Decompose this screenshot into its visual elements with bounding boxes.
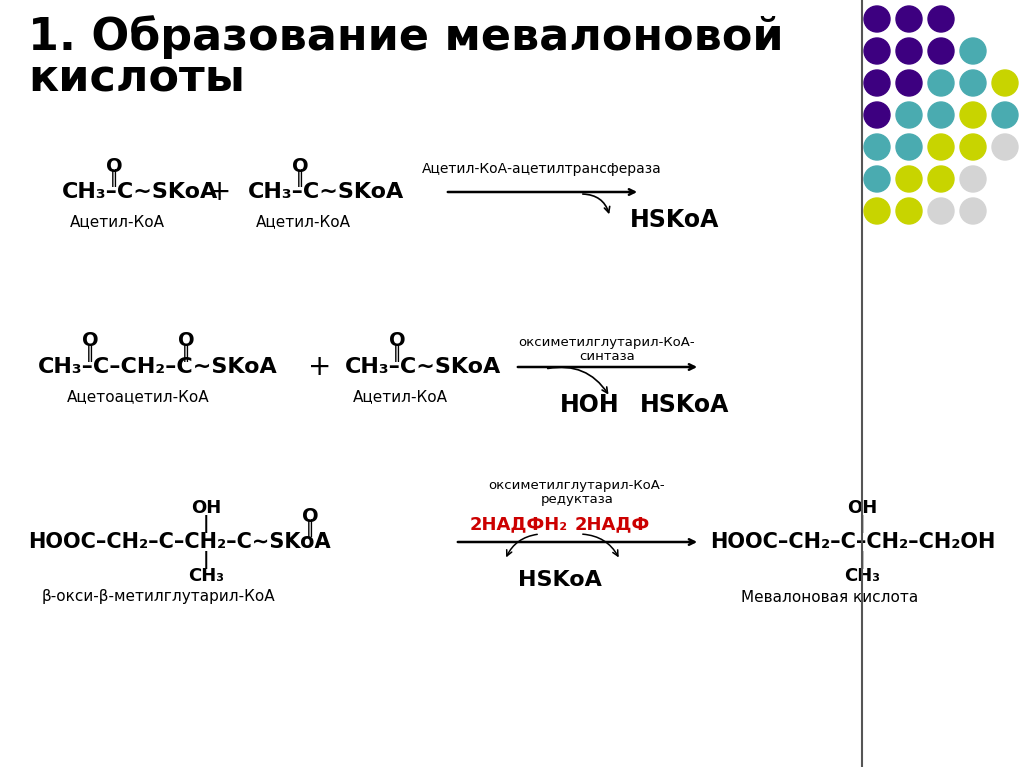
Text: Ацетил-КоА: Ацетил-КоА bbox=[70, 215, 165, 229]
Text: ‖: ‖ bbox=[296, 169, 304, 187]
Circle shape bbox=[864, 166, 890, 192]
Text: Ацетил-КоА: Ацетил-КоА bbox=[352, 390, 447, 404]
Text: HOH: HOH bbox=[560, 393, 620, 417]
Text: O: O bbox=[178, 331, 195, 351]
Text: 2НАДФН₂: 2НАДФН₂ bbox=[470, 515, 568, 533]
Text: Ацетил-КоА: Ацетил-КоА bbox=[256, 215, 350, 229]
Circle shape bbox=[992, 134, 1018, 160]
Text: β-окси-β-метилглутарил-КоА: β-окси-β-метилглутарил-КоА bbox=[41, 590, 274, 604]
Text: HSKoA: HSKoA bbox=[640, 393, 729, 417]
Circle shape bbox=[896, 6, 922, 32]
Text: Мевалоновая кислота: Мевалоновая кислота bbox=[741, 590, 919, 604]
Circle shape bbox=[928, 134, 954, 160]
Circle shape bbox=[992, 102, 1018, 128]
Text: ‖: ‖ bbox=[86, 344, 94, 362]
Text: ‖: ‖ bbox=[393, 344, 401, 362]
Text: |: | bbox=[203, 551, 209, 569]
Text: O: O bbox=[302, 506, 318, 525]
Circle shape bbox=[961, 70, 986, 96]
Text: CH₃: CH₃ bbox=[188, 567, 224, 585]
Circle shape bbox=[961, 134, 986, 160]
Text: оксиметилглутарил-КоА-: оксиметилглутарил-КоА- bbox=[519, 336, 695, 349]
Text: ‖: ‖ bbox=[182, 344, 190, 362]
Text: редуктаза: редуктаза bbox=[541, 493, 613, 506]
Text: ‖: ‖ bbox=[306, 519, 314, 537]
Text: Ацетил-КоА-ацетилтрансфераза: Ацетил-КоА-ацетилтрансфераза bbox=[422, 162, 662, 176]
Text: синтаза: синтаза bbox=[580, 350, 635, 363]
Text: CH₃–C∼SKoA: CH₃–C∼SKoA bbox=[345, 357, 502, 377]
Circle shape bbox=[928, 198, 954, 224]
Circle shape bbox=[928, 70, 954, 96]
Text: HSKoA: HSKoA bbox=[518, 570, 602, 590]
Text: CH₃: CH₃ bbox=[844, 567, 880, 585]
Circle shape bbox=[992, 70, 1018, 96]
Circle shape bbox=[864, 70, 890, 96]
Circle shape bbox=[928, 38, 954, 64]
Text: HOOC–CH₂–C–CH₂–C∼SKoA: HOOC–CH₂–C–CH₂–C∼SKoA bbox=[28, 532, 331, 552]
Text: 2НАДФ: 2НАДФ bbox=[575, 515, 650, 533]
Circle shape bbox=[961, 102, 986, 128]
Text: OH: OH bbox=[847, 499, 878, 517]
Text: HSKoA: HSKoA bbox=[630, 208, 720, 232]
Circle shape bbox=[864, 6, 890, 32]
Circle shape bbox=[864, 198, 890, 224]
Circle shape bbox=[896, 102, 922, 128]
Circle shape bbox=[896, 70, 922, 96]
Text: оксиметилглутарил-КоА-: оксиметилглутарил-КоА- bbox=[488, 479, 666, 492]
Text: O: O bbox=[82, 331, 98, 351]
Circle shape bbox=[896, 198, 922, 224]
Circle shape bbox=[896, 38, 922, 64]
Circle shape bbox=[864, 134, 890, 160]
Text: ‖: ‖ bbox=[110, 169, 118, 187]
Text: |: | bbox=[203, 515, 209, 533]
Text: кислоты: кислоты bbox=[28, 57, 245, 100]
Text: HOOC–CH₂–C–CH₂–CH₂OH: HOOC–CH₂–C–CH₂–CH₂OH bbox=[710, 532, 995, 552]
Text: CH₃–C∼SKoA: CH₃–C∼SKoA bbox=[62, 182, 218, 202]
Circle shape bbox=[896, 134, 922, 160]
Text: O: O bbox=[389, 331, 406, 351]
Circle shape bbox=[961, 198, 986, 224]
Circle shape bbox=[864, 102, 890, 128]
Circle shape bbox=[896, 166, 922, 192]
Text: |: | bbox=[859, 515, 865, 533]
Circle shape bbox=[928, 6, 954, 32]
Circle shape bbox=[961, 166, 986, 192]
Circle shape bbox=[961, 38, 986, 64]
Text: +: + bbox=[308, 353, 332, 381]
Text: O: O bbox=[292, 156, 308, 176]
Text: +: + bbox=[208, 178, 231, 206]
Text: O: O bbox=[105, 156, 122, 176]
Circle shape bbox=[928, 166, 954, 192]
Text: |: | bbox=[859, 551, 865, 569]
Text: 1. Образование мевалоновой: 1. Образование мевалоновой bbox=[28, 15, 783, 59]
Text: CH₃–C–CH₂–C∼SKoA: CH₃–C–CH₂–C∼SKoA bbox=[38, 357, 278, 377]
Circle shape bbox=[928, 102, 954, 128]
Text: Ацетоацетил-КоА: Ацетоацетил-КоА bbox=[67, 390, 209, 404]
Text: OH: OH bbox=[190, 499, 221, 517]
Text: CH₃–C∼SKoA: CH₃–C∼SKoA bbox=[248, 182, 404, 202]
Circle shape bbox=[864, 38, 890, 64]
